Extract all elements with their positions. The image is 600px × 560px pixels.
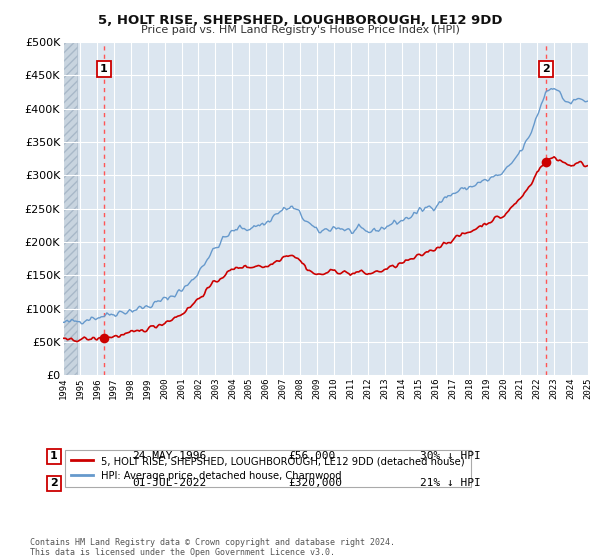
Text: 2: 2 [50, 478, 58, 488]
Text: £320,000: £320,000 [288, 478, 342, 488]
Text: 5, HOLT RISE, SHEPSHED, LOUGHBOROUGH, LE12 9DD: 5, HOLT RISE, SHEPSHED, LOUGHBOROUGH, LE… [98, 14, 502, 27]
Text: 1: 1 [100, 64, 108, 74]
Bar [63, 42, 77, 375]
Legend: 5, HOLT RISE, SHEPSHED, LOUGHBOROUGH, LE12 9DD (detached house), HPI: Average pr: 5, HOLT RISE, SHEPSHED, LOUGHBOROUGH, LE… [65, 450, 471, 487]
Text: 2: 2 [542, 64, 550, 74]
Text: Contains HM Land Registry data © Crown copyright and database right 2024.
This d: Contains HM Land Registry data © Crown c… [30, 538, 395, 557]
Text: £56,000: £56,000 [288, 451, 335, 461]
Text: 1: 1 [50, 451, 58, 461]
Text: Price paid vs. HM Land Registry's House Price Index (HPI): Price paid vs. HM Land Registry's House … [140, 25, 460, 35]
Bar [63, 42, 77, 375]
Text: 24-MAY-1996: 24-MAY-1996 [132, 451, 206, 461]
Text: 01-JUL-2022: 01-JUL-2022 [132, 478, 206, 488]
Text: 21% ↓ HPI: 21% ↓ HPI [420, 478, 481, 488]
Text: 30% ↓ HPI: 30% ↓ HPI [420, 451, 481, 461]
